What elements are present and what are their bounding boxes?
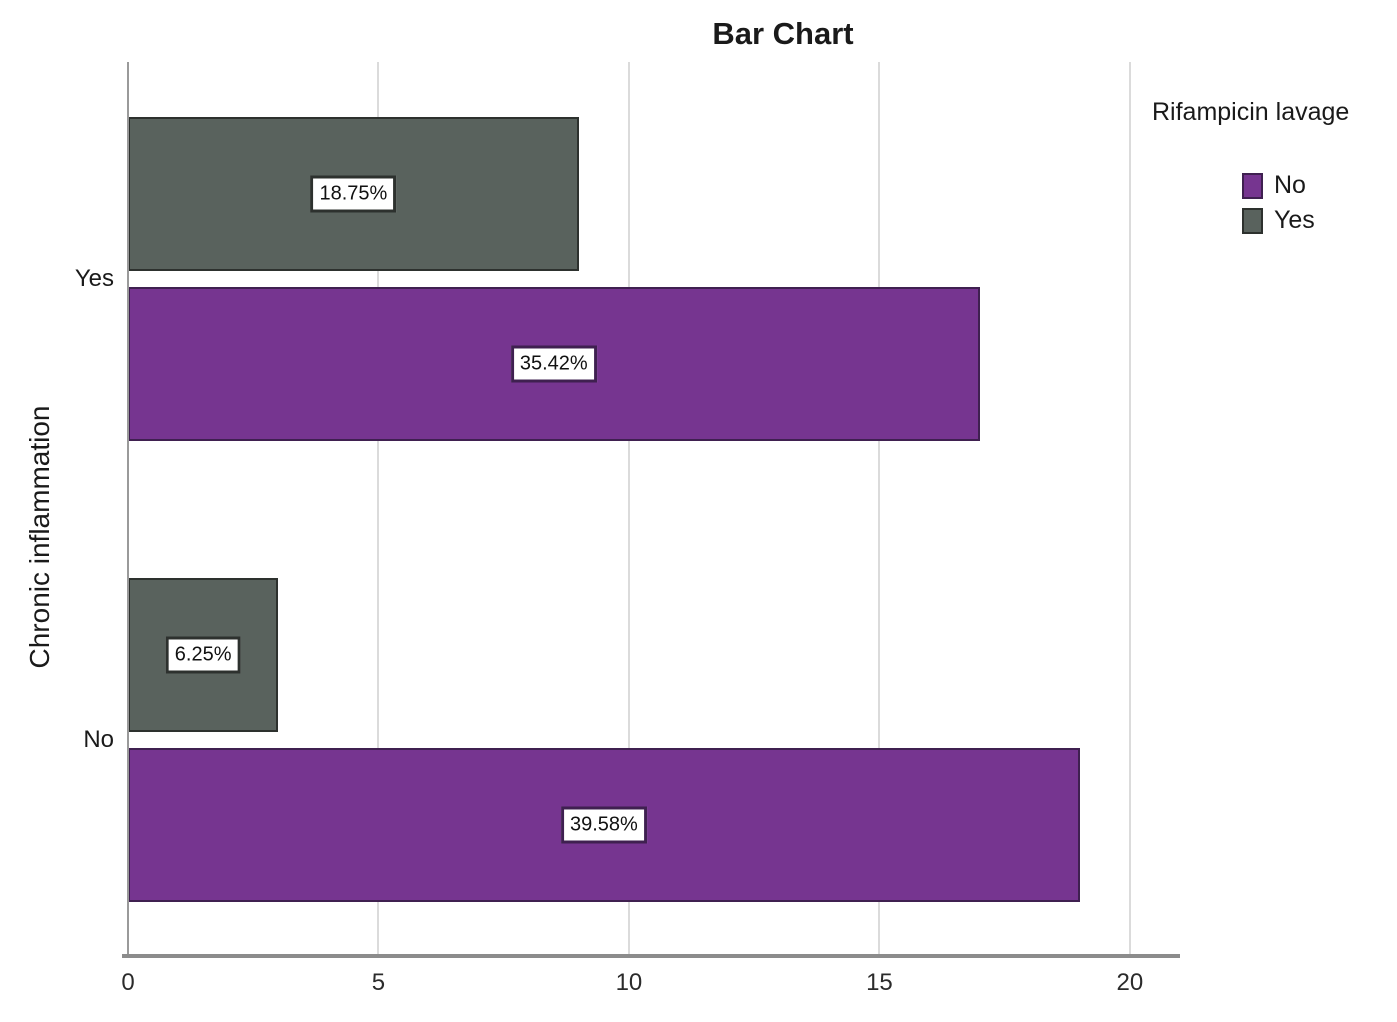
legend-label-yes: Yes <box>1274 206 1315 234</box>
x-tick-label: 10 <box>615 969 643 996</box>
legend-swatch-yes <box>1242 207 1263 234</box>
legend: Rifampicin lavage No Yes <box>1152 98 1392 241</box>
y-axis-line <box>127 62 129 955</box>
legend-title: Rifampicin lavage <box>1152 98 1350 126</box>
bar-yes-yes: 18.75% <box>128 117 579 271</box>
x-axis-line <box>122 954 1180 958</box>
gridline <box>878 62 881 955</box>
bar-value-label: 6.25% <box>165 636 241 674</box>
bar-yes-no: 35.42% <box>128 287 980 441</box>
legend-items: No Yes <box>1152 171 1392 235</box>
x-tick-label: 15 <box>866 969 893 996</box>
bar-value-label: 39.58% <box>560 806 647 844</box>
legend-item-no: No <box>1242 171 1392 200</box>
chart-title: Bar Chart <box>712 16 854 51</box>
bar-value-label: 18.75% <box>310 175 397 213</box>
bar-no-yes: 6.25% <box>128 578 279 732</box>
gridline <box>377 62 380 955</box>
x-tick-label: 20 <box>1116 969 1144 996</box>
bar-value-label: 35.42% <box>510 345 597 383</box>
legend-swatch-no <box>1242 172 1263 199</box>
x-tick-label: 0 <box>121 969 135 996</box>
gridline <box>627 62 630 955</box>
gridline <box>1128 62 1131 955</box>
legend-label-no: No <box>1274 171 1306 199</box>
x-tick-label: 5 <box>371 969 386 996</box>
y-category-label: No <box>83 726 114 753</box>
y-axis-title: Chronic inflammation <box>24 405 55 669</box>
bar-no-no: 39.58% <box>128 748 1080 902</box>
plot-area: 18.75% 35.42% 6.25% 39.58% 0 5 10 15 20 <box>121 62 1180 996</box>
legend-item-yes: Yes <box>1242 206 1392 235</box>
y-category-label: Yes <box>74 265 114 292</box>
